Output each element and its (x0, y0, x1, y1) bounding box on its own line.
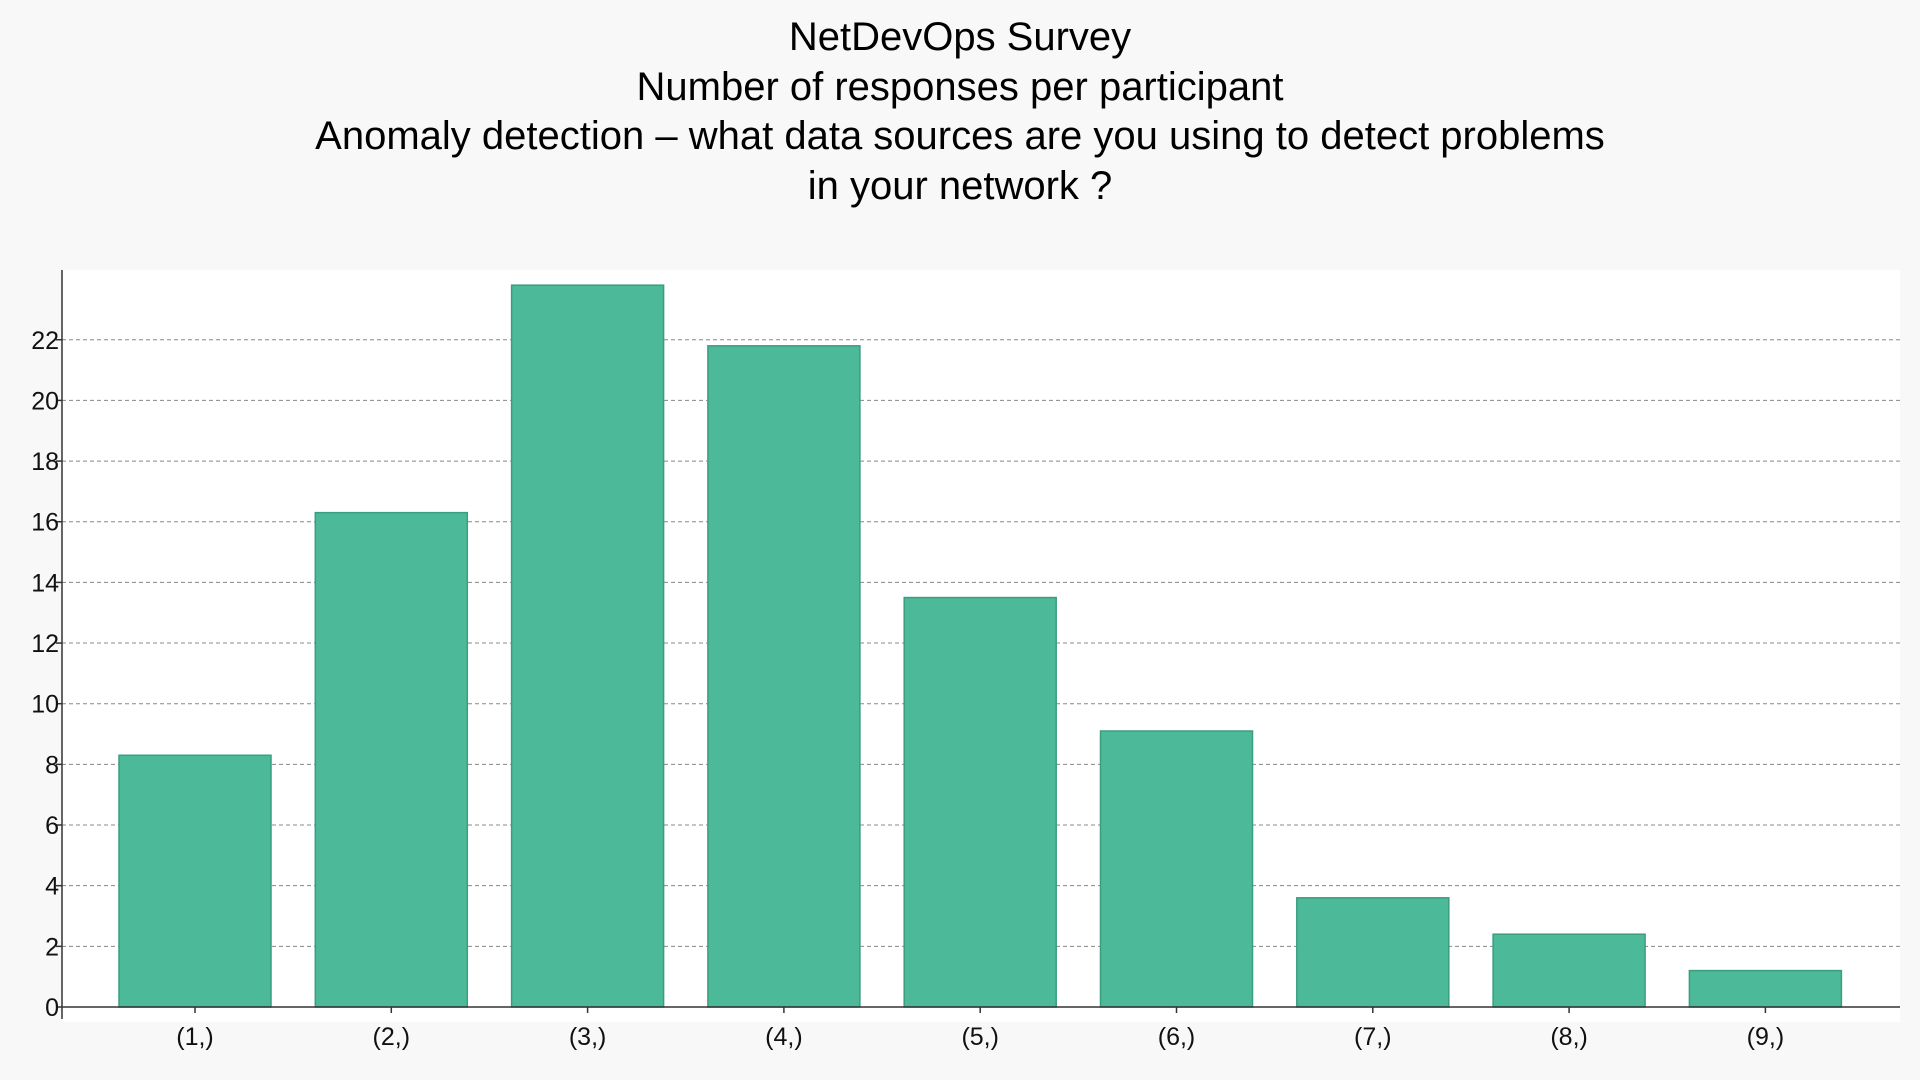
title-line-2: Number of responses per participant (637, 65, 1284, 109)
y-tick-label: 8 (45, 751, 59, 779)
y-axis-ticks: 0 2 4 6 8 10 12 14 16 18 20 22 (31, 327, 62, 1022)
title-line-4: in your network ? (808, 164, 1113, 208)
y-tick-label: 16 (31, 509, 59, 537)
x-tick-label: (9,) (1747, 1023, 1785, 1051)
bar (1492, 933, 1646, 1008)
bar (510, 284, 665, 1008)
y-tick-label: 14 (31, 569, 59, 597)
bar (1688, 969, 1843, 1008)
x-tick-label: (4,) (765, 1023, 803, 1051)
x-tick-label: (3,) (569, 1023, 607, 1051)
y-tick-label: 4 (45, 873, 59, 901)
y-tick-label: 12 (31, 630, 59, 658)
bar (1296, 897, 1450, 1008)
chart-title: NetDevOps Survey Number of responses per… (315, 15, 1605, 208)
x-tick-label: (8,) (1550, 1023, 1588, 1051)
x-tick-label: (7,) (1354, 1023, 1392, 1051)
bars (118, 284, 1843, 1008)
x-tick-label: (6,) (1158, 1023, 1196, 1051)
bar (903, 596, 1057, 1008)
y-tick-label: 2 (45, 933, 59, 961)
bar (118, 754, 272, 1008)
y-tick-label: 10 (31, 691, 59, 719)
y-tick-label: 0 (45, 994, 59, 1022)
bar (707, 345, 861, 1008)
x-tick-label: (1,) (176, 1023, 214, 1051)
x-axis-ticks: (1,) (2,) (3,) (4,) (5,) (6,) (7,) (8,) (9,) (176, 1007, 1784, 1051)
y-tick-label: 18 (31, 448, 59, 476)
x-tick-label: (2,) (373, 1023, 411, 1051)
bar (314, 511, 469, 1008)
bar (1099, 730, 1254, 1008)
y-tick-label: 22 (31, 327, 59, 355)
title-line-1: NetDevOps Survey (789, 15, 1131, 59)
title-line-3: Anomaly detection – what data sources ar… (315, 114, 1605, 158)
y-tick-label: 6 (45, 812, 59, 840)
x-tick-label: (5,) (961, 1023, 999, 1051)
y-tick-label: 20 (31, 387, 59, 415)
axes (61, 270, 1900, 1019)
